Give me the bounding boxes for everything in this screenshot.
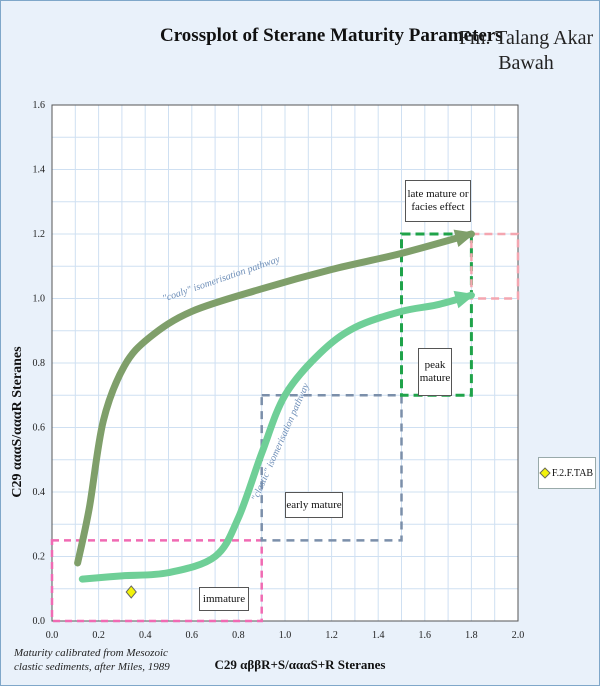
x-tick-label: 1.4 — [372, 630, 385, 641]
clastic-pathway-arrowhead — [453, 290, 476, 309]
immature-label-box: immature — [199, 587, 249, 611]
isomerisation-pathways — [74, 229, 476, 583]
x-tick-label: 1.0 — [279, 630, 292, 641]
y-tick-label: 1.4 — [33, 165, 46, 176]
y-tick-label: 1.6 — [33, 100, 46, 111]
y-tick-labels: 0.0 0.2 0.4 0.6 0.8 1.0 1.2 1.4 1.6 — [33, 100, 46, 627]
formation-line-1: Fm. Talang Akar — [458, 27, 594, 49]
diamond-marker-icon — [539, 467, 551, 479]
x-tick-label: 0.4 — [139, 630, 152, 641]
x-tick-label: 1.8 — [465, 630, 478, 641]
coaly-pathway-curve — [74, 230, 475, 567]
plot-area — [51, 104, 519, 622]
chart-title: Crossplot of Sterane Maturity Parameters — [160, 25, 503, 46]
y-tick-label: 0.8 — [33, 358, 46, 369]
early-mature-zone — [260, 394, 403, 542]
formation-label: Fm. Talang Akar Bawah — [456, 26, 596, 76]
x-tick-labels: 0.0 0.2 0.4 0.6 0.8 1.0 1.2 1.4 1.6 1.8 2.0 — [46, 630, 525, 641]
footnote: Maturity calibrated from Mesozoic clasti… — [14, 647, 170, 673]
coaly-pathway-arrowhead — [453, 229, 476, 247]
y-tick-label: 0.2 — [33, 552, 46, 563]
peak-mature-label-box: peak mature — [418, 348, 452, 396]
x-axis-label: C29 αββR+S/αααS+R Steranes — [214, 657, 386, 672]
y-axis-label: C29 αααS/αααR Steranes — [10, 346, 25, 498]
y-tick-label: 1.2 — [33, 229, 46, 240]
data-point — [125, 585, 137, 599]
legend-label: F.2.F.TAB — [551, 467, 594, 479]
clastic-pathway-curve — [78, 291, 475, 583]
immature-zone — [50, 539, 263, 623]
late-mature-zone — [470, 232, 520, 300]
x-tick-label: 2.0 — [512, 630, 525, 641]
y-tick-label: 0.4 — [33, 487, 46, 498]
x-tick-label: 0.0 — [46, 630, 59, 641]
formation-line-2: Bawah — [498, 52, 554, 74]
sample-points — [125, 585, 137, 599]
late-mature-label-box: late mature or facies effect — [405, 180, 471, 222]
x-tick-label: 0.6 — [186, 630, 199, 641]
legend: F.2.F.TAB — [538, 457, 596, 489]
x-tick-label: 0.2 — [92, 630, 105, 641]
x-tick-label: 1.2 — [325, 630, 338, 641]
y-tick-label: 0.6 — [33, 423, 46, 434]
x-tick-label: 0.8 — [232, 630, 245, 641]
early-mature-label-box: early mature — [285, 492, 343, 518]
x-tick-label: 1.6 — [419, 630, 432, 641]
y-tick-label: 1.0 — [33, 294, 46, 305]
y-tick-label: 0.0 — [33, 616, 46, 627]
